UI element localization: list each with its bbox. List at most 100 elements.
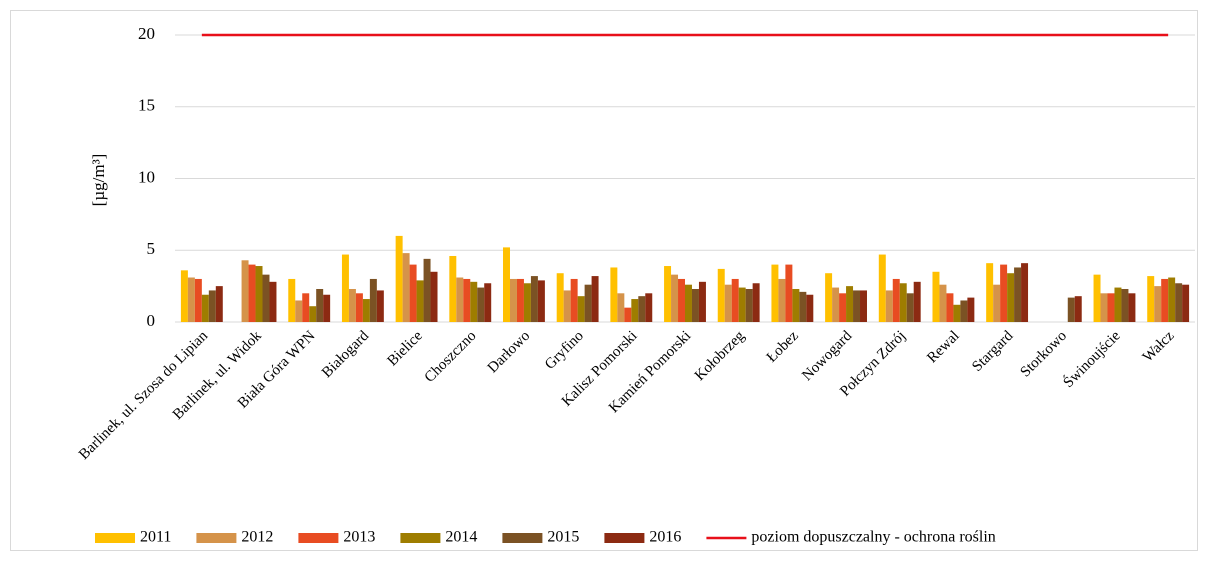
bar xyxy=(698,281,706,322)
bar xyxy=(556,273,564,322)
bar xyxy=(1182,284,1190,322)
bar xyxy=(362,299,370,322)
bar xyxy=(1168,277,1176,322)
bar xyxy=(846,286,854,322)
bar xyxy=(477,287,485,322)
bar xyxy=(241,260,249,322)
x-tick-label: Białogard xyxy=(319,328,372,381)
bar xyxy=(1067,297,1075,322)
legend-swatch xyxy=(604,533,645,543)
bar xyxy=(745,288,753,322)
bar xyxy=(180,270,188,322)
bar xyxy=(1128,293,1136,322)
bar xyxy=(463,278,471,322)
y-axis-label: [µg/m³] xyxy=(89,154,108,207)
legend-label: poziom dopuszczalny - ochrona roślin xyxy=(751,529,995,546)
bar xyxy=(785,264,793,322)
x-tick-label: Choszczno xyxy=(422,328,480,386)
bar xyxy=(323,294,331,322)
bar xyxy=(892,278,900,322)
bar xyxy=(946,293,954,322)
bar xyxy=(262,274,270,322)
bar xyxy=(570,278,578,322)
bar xyxy=(1121,288,1129,322)
bar xyxy=(993,284,1001,322)
bar xyxy=(201,294,209,322)
bar xyxy=(1100,293,1108,322)
bar xyxy=(577,296,585,322)
bar xyxy=(731,278,739,322)
bar xyxy=(1107,293,1115,322)
bar xyxy=(799,291,807,322)
y-tick-label: 5 xyxy=(147,239,156,258)
bar xyxy=(376,290,384,322)
y-tick-label: 0 xyxy=(147,311,156,330)
bar xyxy=(913,281,921,322)
bar xyxy=(591,276,599,322)
bar xyxy=(1161,278,1169,322)
bar xyxy=(288,278,296,322)
bar xyxy=(449,255,457,322)
bar xyxy=(610,267,618,322)
bar xyxy=(967,297,975,322)
bar xyxy=(899,283,907,322)
bar xyxy=(839,293,847,322)
bar xyxy=(645,293,653,322)
bar xyxy=(503,247,510,322)
bar xyxy=(395,235,403,322)
bar xyxy=(1000,264,1008,322)
x-tick-label: Stargard xyxy=(969,328,1016,375)
x-tick-label: Barlinek, ul. Widok xyxy=(170,328,265,423)
bar xyxy=(939,284,947,322)
x-tick-label: Wałcz xyxy=(1140,328,1178,366)
bar xyxy=(348,288,356,322)
legend-swatch xyxy=(196,533,237,543)
bar xyxy=(832,287,840,322)
bar xyxy=(402,253,410,322)
bar xyxy=(638,296,646,322)
bar xyxy=(484,283,492,322)
bar xyxy=(691,288,699,322)
bar xyxy=(470,281,478,322)
legend-swatch xyxy=(502,533,543,543)
y-tick-label: 10 xyxy=(138,167,155,186)
bar xyxy=(853,290,861,322)
bar xyxy=(806,294,814,322)
legend-swatch xyxy=(298,533,339,543)
bar xyxy=(416,280,424,322)
bar xyxy=(878,254,886,322)
bar xyxy=(369,278,377,322)
bar xyxy=(986,263,994,322)
bar xyxy=(1007,273,1015,322)
bar xyxy=(685,284,692,322)
bar xyxy=(1014,267,1022,322)
bar xyxy=(516,278,524,322)
bar xyxy=(724,284,732,322)
legend-label: 2015 xyxy=(547,529,579,546)
bar xyxy=(885,290,893,322)
bar xyxy=(530,276,538,322)
bar xyxy=(617,293,625,322)
bar xyxy=(1074,296,1082,322)
bar xyxy=(208,290,216,322)
bar xyxy=(752,283,760,322)
bar xyxy=(430,271,438,322)
bar xyxy=(187,277,195,322)
bar xyxy=(537,280,545,322)
x-tick-label: Łobez xyxy=(764,328,802,366)
bar xyxy=(584,284,592,322)
legend-label: 2012 xyxy=(241,529,273,546)
x-tick-label: Darłowo xyxy=(485,328,533,376)
bar xyxy=(953,304,961,322)
bar xyxy=(194,278,202,322)
bar xyxy=(1021,263,1029,322)
bar xyxy=(302,293,310,322)
x-tick-label: Kołobrzeg xyxy=(692,328,748,384)
bar xyxy=(563,290,571,322)
bar xyxy=(960,300,968,322)
bar xyxy=(1175,283,1183,322)
bar xyxy=(792,288,800,322)
legend-label: 2014 xyxy=(445,529,477,546)
bar xyxy=(717,268,725,322)
